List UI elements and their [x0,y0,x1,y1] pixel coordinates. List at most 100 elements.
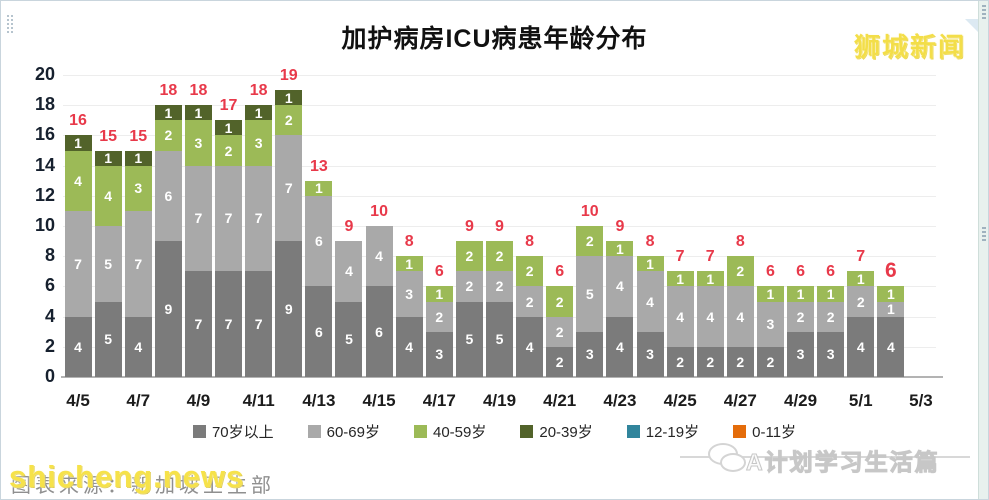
bar-total-label: 8 [735,233,745,251]
x-axis-tick-label: 4/17 [422,391,456,410]
bar-segment: 1 [94,150,122,166]
bar-segment: 1 [64,135,92,151]
bar-segment: 7 [184,165,212,272]
gridline [63,75,936,76]
bar-segment: 1 [877,286,905,302]
bar-segment: 5 [576,256,604,332]
bar-segment: 4 [516,316,544,377]
page-corner-fold [965,19,979,33]
bar-segment: 5 [94,226,122,302]
x-axis-tick-label: 4/23 [603,391,637,410]
bar-segment: 4 [636,271,664,332]
bar-segment: 3 [817,331,845,377]
y-axis-tick-label: 14 [34,154,55,175]
bar-segment: 4 [726,286,754,347]
legend-swatch [733,425,747,438]
bar-segment: 2 [666,346,694,377]
bar-segment: 4 [606,316,634,377]
bar-segment: 1 [305,180,333,196]
y-axis-tick-label: 16 [34,124,55,145]
brand-logo: 狮城新闻 [853,32,966,62]
bar-total-label: 18 [159,82,178,100]
bar-segment: 3 [395,271,423,317]
bar-segment: 7 [275,135,303,242]
bar-segment: 1 [817,286,845,302]
y-axis-tick-label: 18 [34,94,55,115]
x-axis-line [61,376,943,378]
y-axis-tick-label: 20 [34,64,55,84]
bar-segment: 1 [425,286,453,302]
bar-segment: 4 [335,241,363,302]
bar-total-label: 7 [705,248,715,266]
bar-segment: 3 [124,165,152,211]
bar-total-label: 9 [615,218,625,236]
scrollbar[interactable] [978,1,988,499]
y-axis-tick-label: 0 [44,366,55,386]
bar-total-label: 8 [645,233,655,251]
bar-segment: 2 [696,346,724,377]
legend-label: 40-59岁 [433,424,487,441]
bar-segment: 2 [455,271,483,302]
x-axis-tick-label: 4/19 [482,391,517,410]
bar-segment: 3 [245,120,273,166]
bar-segment: 7 [245,271,273,377]
bar-segment: 3 [425,331,453,377]
bar-segment: 1 [215,120,243,136]
bar-total-label: 18 [189,82,208,100]
bar-total-label: 6 [434,263,444,281]
legend-item: 70岁以上 [192,421,274,442]
bar-segment: 4 [696,286,724,347]
bar-segment: 4 [64,150,92,211]
bar-segment: 2 [847,286,875,317]
bar-segment: 2 [576,226,604,257]
bar-segment: 1 [787,286,815,302]
chart-legend: 70岁以上 60-69岁 40-59岁 20-39岁 12-19岁 0-11岁 [1,421,988,442]
chat-bubble-icon [720,453,746,472]
bar-segment: 2 [425,301,453,332]
legend-swatch [192,425,206,438]
y-axis-tick-label: 6 [44,275,55,296]
bar-segment: 2 [215,135,243,166]
bar-segment: 2 [546,286,574,317]
bar-segment: 9 [275,241,303,377]
bar-segment: 5 [455,301,483,377]
gridline [63,226,936,227]
bar-segment: 6 [305,286,333,377]
bar-total-label: 9 [344,218,354,236]
x-axis-tick-label: 5/3 [909,391,933,410]
bar-total-label: 17 [219,97,238,115]
bar-segment: 3 [184,120,212,166]
legend-label: 0-11岁 [752,424,797,441]
bar-segment: 7 [215,271,243,377]
scrollbar-notch-mid[interactable] [982,227,986,241]
bar-segment: 4 [395,316,423,377]
bar-segment: 2 [726,346,754,377]
bar-segment: 2 [516,256,544,287]
bar-segment: 3 [787,331,815,377]
legend-label: 70岁以上 [211,424,274,441]
bar-total-label: 6 [555,263,565,281]
bar-total-label: 18 [249,82,268,100]
gridline [63,135,936,137]
bar-segment: 7 [124,210,152,317]
scrollbar-notch-top[interactable] [982,5,986,19]
bar-segment: 4 [847,316,875,377]
gridline [63,165,936,167]
bar-total-label: 7 [675,248,685,266]
site-watermark: shicheng.news [9,459,245,494]
bar-total-label: 10 [580,203,599,220]
bar-segment: 1 [275,90,303,106]
bar-segment: 2 [756,346,784,377]
bar-segment: 4 [365,226,393,287]
bar-segment: 3 [576,331,604,377]
bar-segment: 4 [666,286,694,347]
window-drag-handle-icon[interactable] [7,15,15,35]
legend-label: 12-19岁 [645,424,700,441]
x-axis-tick-label: 4/13 [302,391,336,410]
bar-segment: 9 [154,241,182,377]
bar-segment: 1 [606,241,634,257]
bar-segment: 4 [877,316,905,377]
bar-segment: 6 [365,286,393,377]
source-text: 图表来源：新加坡卫生部 [11,475,275,497]
bar-segment: 7 [245,165,273,272]
